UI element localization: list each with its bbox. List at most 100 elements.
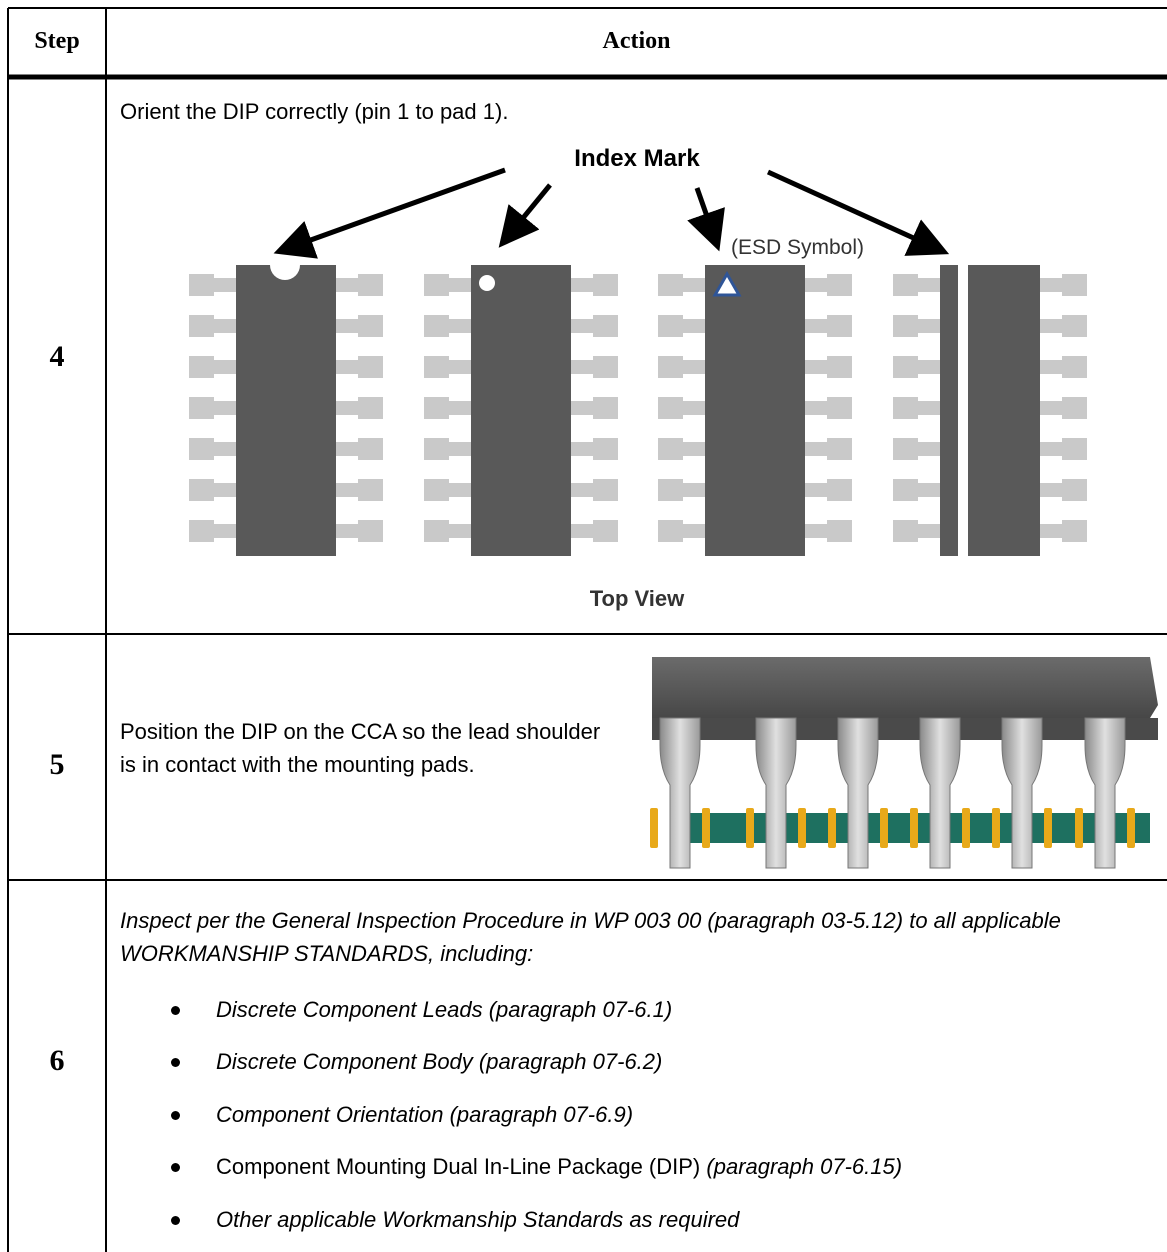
bullet-text: Component Mounting Dual In-Line Package … <box>216 1154 902 1180</box>
dip-top-view-figure: Index Mark (ESD Symbol) Top View <box>189 145 1087 611</box>
pin <box>571 356 618 378</box>
pin <box>189 315 236 337</box>
pin <box>805 479 852 501</box>
pad <box>1044 808 1052 848</box>
pin <box>189 356 236 378</box>
pin <box>805 520 852 542</box>
pin <box>424 356 471 378</box>
pin <box>336 438 383 460</box>
bullet-text: Discrete Component Body (paragraph 07-6.… <box>216 1049 663 1074</box>
bullet-text: Discrete Component Leads (paragraph 07-6… <box>216 997 673 1022</box>
pin <box>336 315 383 337</box>
pin <box>424 479 471 501</box>
pin <box>805 274 852 296</box>
pin <box>1040 274 1087 296</box>
pin <box>189 438 236 460</box>
pin <box>658 520 705 542</box>
pin <box>571 274 618 296</box>
lead <box>755 717 797 869</box>
bullet <box>171 1163 180 1172</box>
bullet <box>171 1058 180 1067</box>
lead <box>837 717 879 869</box>
pad <box>798 808 806 848</box>
pin <box>571 520 618 542</box>
bullet-text-plain: Component Mounting Dual In-Line Package … <box>216 1154 701 1179</box>
pin <box>1040 356 1087 378</box>
pin <box>893 274 940 296</box>
pin <box>893 479 940 501</box>
pin <box>893 315 940 337</box>
bullet <box>171 1006 180 1015</box>
figure-caption: Top View <box>590 586 685 611</box>
pin <box>189 520 236 542</box>
pin <box>336 356 383 378</box>
pin <box>658 438 705 460</box>
pin <box>424 315 471 337</box>
lead <box>1001 717 1043 869</box>
pin <box>1040 315 1087 337</box>
header-action: Action <box>602 28 671 54</box>
pin <box>658 356 705 378</box>
header-step: Step <box>34 28 80 54</box>
pin <box>424 438 471 460</box>
pin <box>893 397 940 419</box>
pad <box>880 808 888 848</box>
step-number: 6 <box>49 1044 65 1077</box>
pin <box>658 397 705 419</box>
pin <box>571 479 618 501</box>
bullet <box>171 1111 180 1120</box>
pin <box>336 479 383 501</box>
lead <box>659 717 701 869</box>
pin <box>893 356 940 378</box>
pin <box>805 315 852 337</box>
pin <box>658 479 705 501</box>
pad <box>1075 808 1083 848</box>
pin <box>893 520 940 542</box>
pin <box>893 438 940 460</box>
dip-side-view-figure <box>650 657 1158 869</box>
pin <box>189 274 236 296</box>
pin <box>571 397 618 419</box>
pad <box>746 808 754 848</box>
pin <box>805 438 852 460</box>
pad <box>910 808 918 848</box>
pad <box>650 808 658 848</box>
pin <box>1040 479 1087 501</box>
bullet-text: Component Orientation (paragraph 07-6.9) <box>216 1102 634 1127</box>
pin <box>189 479 236 501</box>
pin <box>805 397 852 419</box>
esd-label: (ESD Symbol) <box>731 236 864 259</box>
step-text: Position the DIP on the CCA so the lead … <box>120 719 601 777</box>
step-text: Inspect per the General Inspection Proce… <box>120 908 1061 966</box>
step-number: 5 <box>49 748 65 781</box>
pad <box>962 808 970 848</box>
pin <box>424 274 471 296</box>
pad <box>702 808 710 848</box>
figure-label: Index Mark <box>574 145 700 172</box>
pin <box>658 274 705 296</box>
step-text: Orient the DIP correctly (pin 1 to pad 1… <box>120 99 509 124</box>
pin <box>1040 520 1087 542</box>
pin <box>336 397 383 419</box>
bullet-text-italic: (paragraph 07-6.15) <box>706 1154 903 1179</box>
pad <box>828 808 836 848</box>
pin <box>1040 397 1087 419</box>
bullet <box>171 1216 180 1225</box>
pin <box>805 356 852 378</box>
step-number: 4 <box>49 340 65 373</box>
lead <box>1084 717 1126 869</box>
pin <box>189 397 236 419</box>
pin <box>658 315 705 337</box>
pin <box>424 397 471 419</box>
pad <box>992 808 1000 848</box>
lead <box>919 717 961 869</box>
pin <box>336 520 383 542</box>
pin <box>1040 438 1087 460</box>
pin <box>424 520 471 542</box>
bullet-text: Other applicable Workmanship Standards a… <box>216 1207 740 1232</box>
pin <box>571 315 618 337</box>
pin <box>336 274 383 296</box>
pin <box>571 438 618 460</box>
